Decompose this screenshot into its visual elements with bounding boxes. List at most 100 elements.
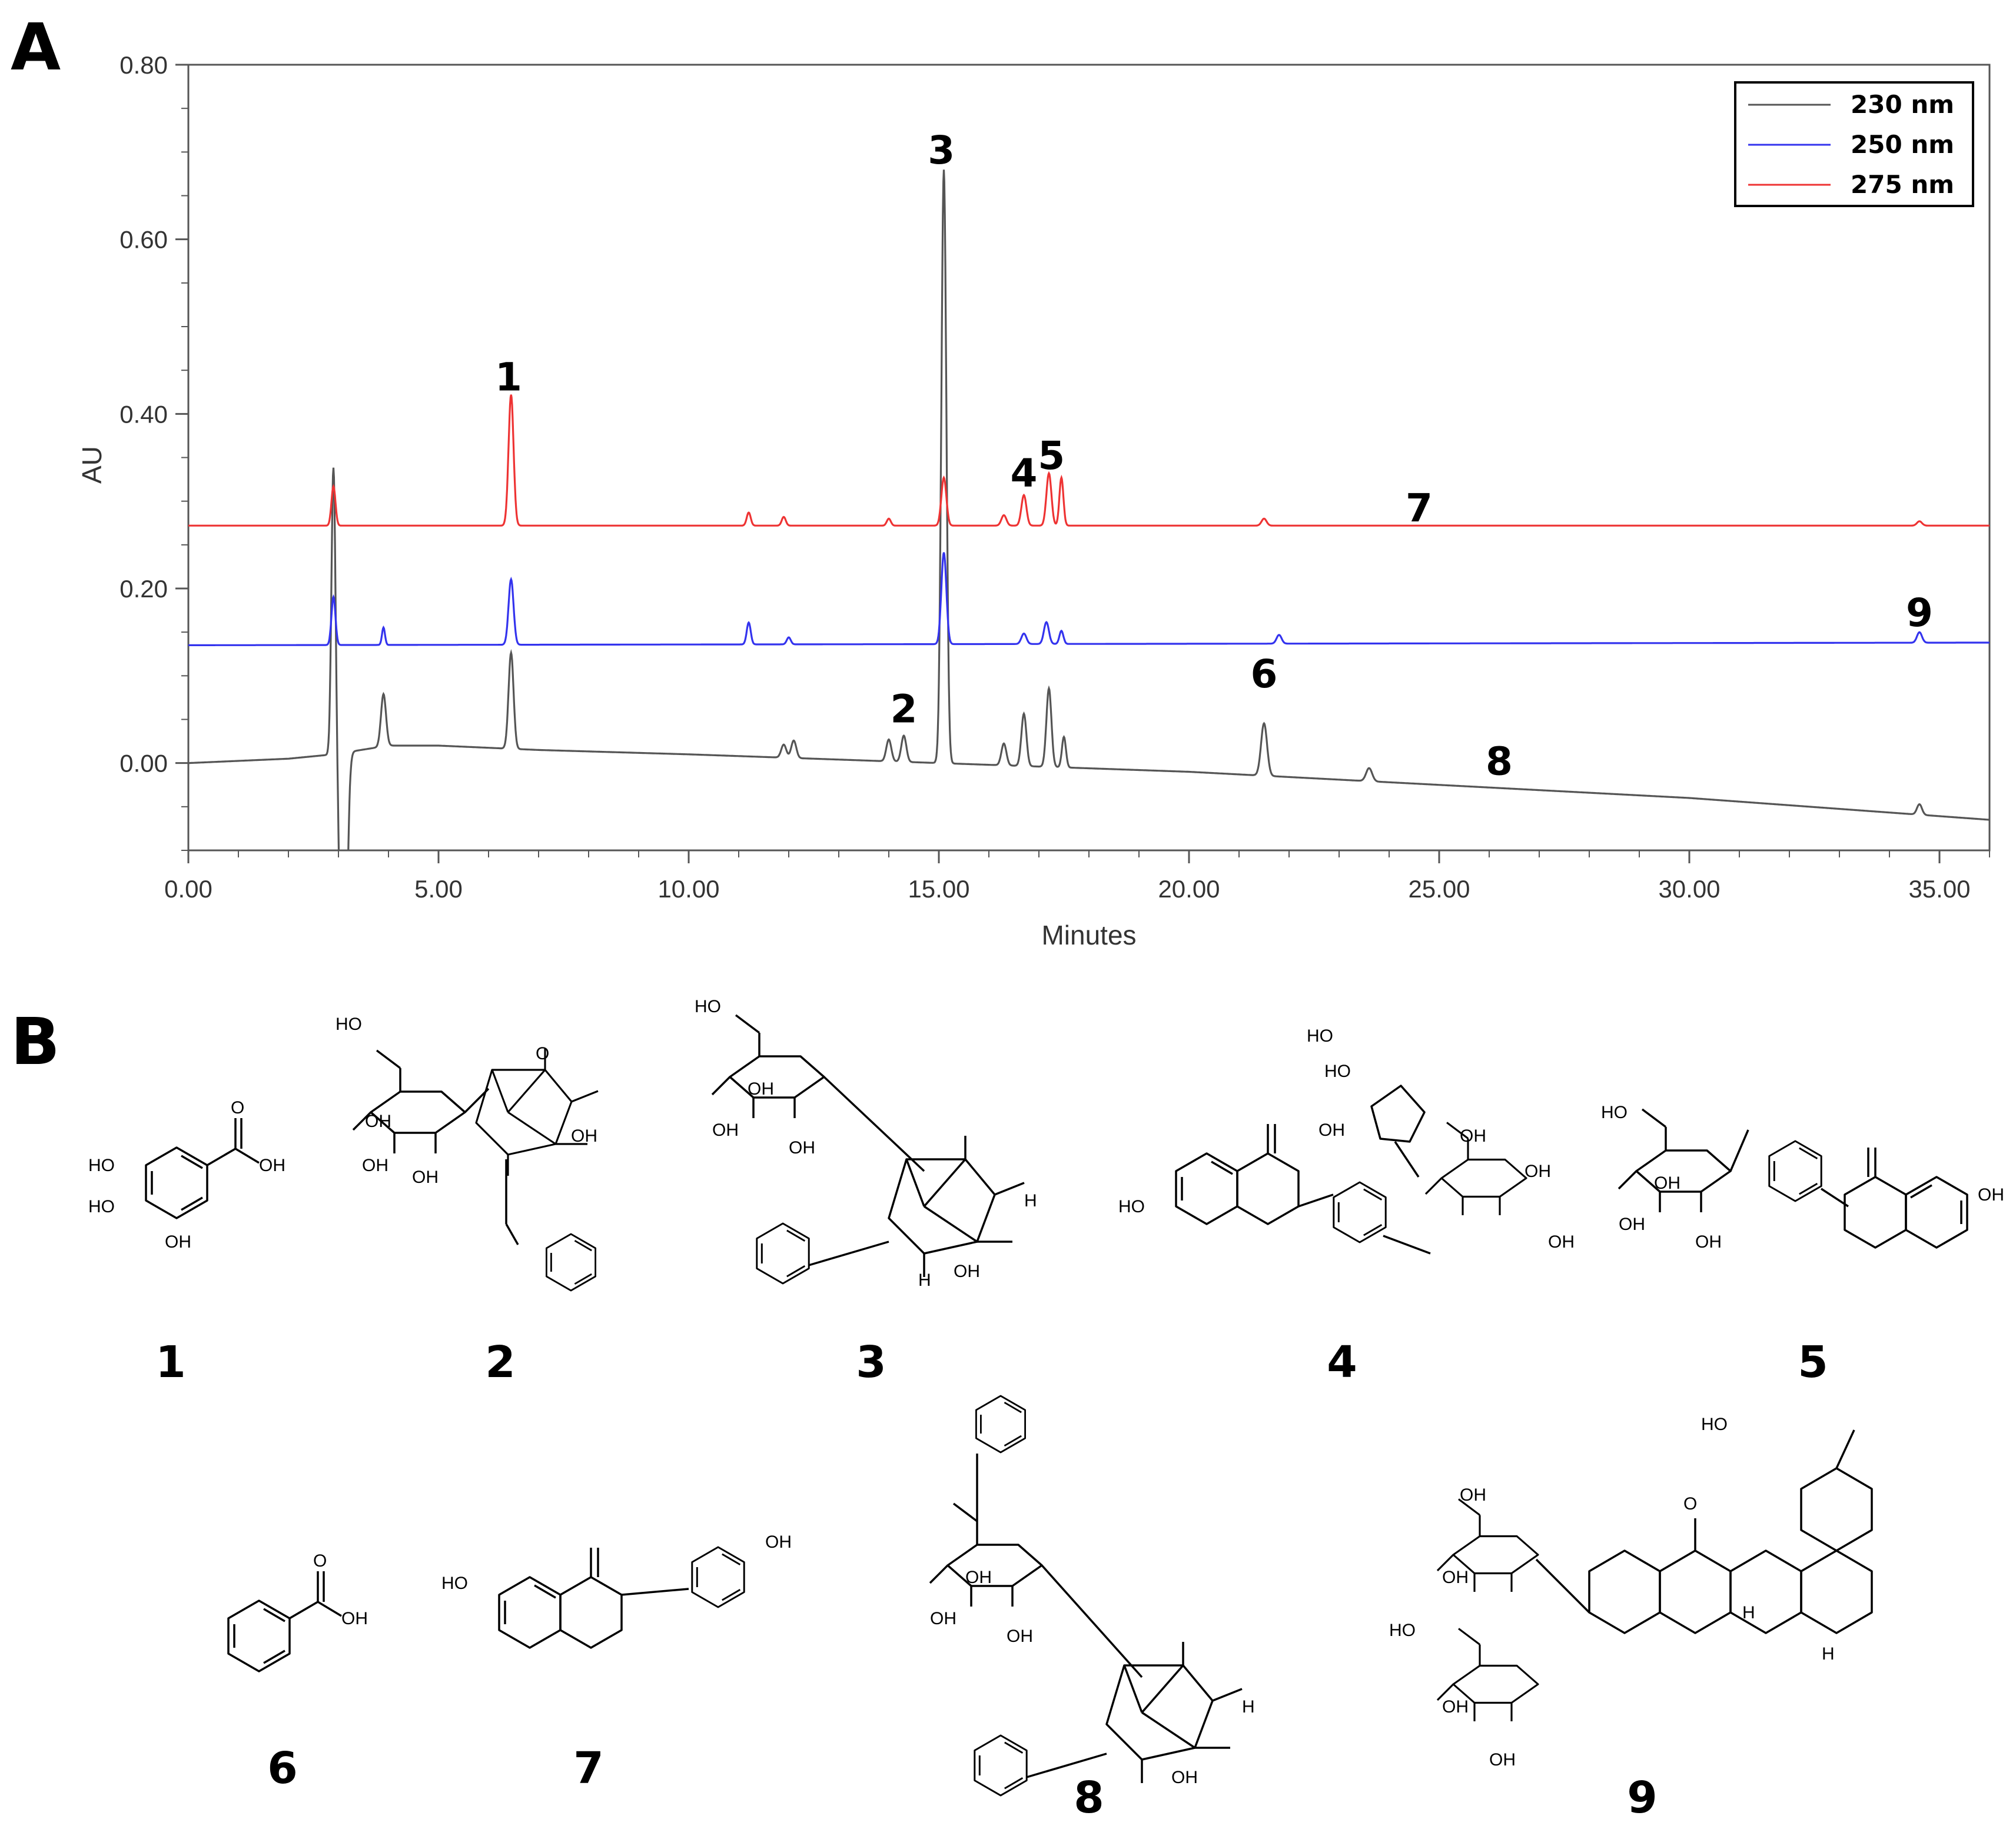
traces bbox=[188, 169, 1990, 850]
compound-label-4: 4 bbox=[1327, 1337, 1357, 1388]
atom-label: O bbox=[1683, 1494, 1697, 1514]
x-tick-label: 15.00 bbox=[908, 875, 969, 903]
plot-frame bbox=[187, 64, 1991, 852]
atom-label: OH bbox=[789, 1138, 815, 1158]
atom-label: HO bbox=[88, 1197, 115, 1216]
legend: 230 nm 250 nm 275 nm bbox=[1734, 81, 1974, 207]
atom-label: HO bbox=[695, 997, 721, 1016]
atom-label: HO bbox=[336, 1015, 362, 1034]
atom-label: H bbox=[1822, 1644, 1835, 1664]
x-tick-label: 30.00 bbox=[1658, 875, 1720, 903]
structure-7: HO OH bbox=[441, 1532, 792, 1649]
atom-label: OH bbox=[1442, 1697, 1469, 1717]
y-tick-label: 0.00 bbox=[119, 750, 168, 777]
peak-label-3: 3 bbox=[928, 128, 955, 173]
atom-label: OH bbox=[1318, 1120, 1345, 1140]
panel-label-b: B bbox=[11, 1004, 60, 1079]
atom-label: OH bbox=[1654, 1173, 1680, 1193]
atom-label: OH bbox=[954, 1262, 980, 1281]
trace-250-nm bbox=[188, 552, 1990, 646]
atom-label: OH bbox=[1442, 1568, 1469, 1587]
atom-label: HO bbox=[1307, 1026, 1333, 1046]
legend-label-230: 230 nm bbox=[1851, 90, 1954, 119]
atom-label: O bbox=[231, 1098, 244, 1118]
panel-label-a: A bbox=[11, 9, 61, 85]
peak-label-9: 9 bbox=[1906, 590, 1933, 636]
atom-label: OH bbox=[765, 1532, 792, 1552]
y-tick-label: 0.20 bbox=[119, 575, 168, 603]
atom-label: OH bbox=[1460, 1485, 1486, 1505]
atom-label: HO bbox=[1601, 1103, 1628, 1122]
x-tick-label: 35.00 bbox=[1908, 875, 1970, 903]
peak-label-6: 6 bbox=[1251, 651, 1278, 697]
atom-label: OH bbox=[1460, 1126, 1486, 1146]
structure-2: HO OH OH OH OH O bbox=[336, 1015, 599, 1292]
atom-label: OH bbox=[571, 1126, 597, 1146]
atom-label: OH bbox=[1619, 1215, 1645, 1234]
y-tick-label: 0.40 bbox=[119, 400, 168, 428]
legend-label-275: 275 nm bbox=[1851, 170, 1954, 199]
peak-label-2: 2 bbox=[891, 686, 918, 731]
atom-label: OH bbox=[1489, 1750, 1516, 1770]
atom-label: OH bbox=[259, 1156, 285, 1175]
atom-label: HO bbox=[1324, 1062, 1351, 1081]
atom-label: OH bbox=[362, 1156, 388, 1175]
atom-label: OH bbox=[748, 1079, 774, 1099]
peak-annotations: 1 2 3 4 5 6 7 8 9 bbox=[495, 128, 1933, 784]
structure-9: OH HO OH OH OH O HO H H bbox=[1389, 1415, 1873, 1770]
trace-230-nm bbox=[188, 169, 1990, 850]
atom-label: H bbox=[1024, 1191, 1037, 1211]
structure-5: HO OH OH OH OH bbox=[1601, 1103, 2004, 1252]
x-tick-label: 10.00 bbox=[657, 875, 719, 903]
atom-label: H bbox=[1742, 1603, 1755, 1622]
atom-label: OH bbox=[1525, 1162, 1551, 1181]
atom-label: HO bbox=[88, 1156, 115, 1175]
compound-label-2: 2 bbox=[485, 1337, 516, 1388]
trace-275-nm bbox=[188, 394, 1990, 527]
x-tick-label: 25.00 bbox=[1408, 875, 1470, 903]
atom-label: OH bbox=[165, 1232, 191, 1252]
atom-label: OH bbox=[1695, 1232, 1722, 1252]
atom-label: OH bbox=[365, 1112, 391, 1131]
axis-ticks: 0.00 5.00 10.00 15.00 20.00 25.00 30.00 35.000.… bbox=[119, 51, 1990, 903]
peak-label-8: 8 bbox=[1486, 739, 1513, 784]
structure-1: O OH HO HO OH bbox=[88, 1098, 285, 1252]
atom-label: OH bbox=[965, 1568, 992, 1587]
compound-label-8: 8 bbox=[1074, 1773, 1104, 1823]
compound-label-5: 5 bbox=[1798, 1337, 1828, 1388]
atom-label: OH bbox=[712, 1120, 739, 1140]
atom-label: OH bbox=[930, 1609, 956, 1628]
compound-label-9: 9 bbox=[1627, 1773, 1658, 1823]
atom-label: HO bbox=[1389, 1621, 1416, 1640]
structure-4: HO HO OH HO OH OH OH bbox=[1118, 1026, 1575, 1255]
structure-6: O OH bbox=[227, 1551, 368, 1672]
x-tick-label: 5.00 bbox=[414, 875, 463, 903]
structure-3: HO OH OH OH OH H H bbox=[695, 997, 1037, 1290]
x-tick-label: 20.00 bbox=[1158, 875, 1220, 903]
atom-label: OH bbox=[1978, 1185, 2004, 1205]
x-axis-title: Minutes bbox=[1041, 920, 1136, 950]
atom-label: H bbox=[1242, 1697, 1255, 1717]
peak-label-1: 1 bbox=[495, 355, 522, 400]
compound-label-7: 7 bbox=[573, 1743, 604, 1794]
atom-label: OH bbox=[341, 1609, 368, 1628]
legend-label-250: 250 nm bbox=[1851, 130, 1954, 159]
x-tick-label: 0.00 bbox=[164, 875, 212, 903]
peak-label-4: 4 bbox=[1011, 451, 1038, 496]
peak-label-7: 7 bbox=[1406, 485, 1433, 531]
compound-label-3: 3 bbox=[856, 1337, 886, 1388]
atom-label: HO bbox=[441, 1574, 468, 1593]
y-tick-label: 0.80 bbox=[119, 51, 168, 79]
atom-label: HO bbox=[1118, 1197, 1145, 1216]
atom-label: H bbox=[918, 1271, 931, 1290]
compound-label-1: 1 bbox=[155, 1337, 186, 1388]
structure-8: OH OH OH OH H bbox=[929, 1395, 1255, 1797]
atom-label: OH bbox=[412, 1168, 439, 1187]
atom-label: O bbox=[313, 1551, 327, 1571]
atom-label: OH bbox=[1007, 1627, 1033, 1646]
atom-label: O bbox=[536, 1044, 549, 1063]
y-tick-label: 0.60 bbox=[119, 226, 168, 254]
peak-label-5: 5 bbox=[1038, 433, 1065, 478]
atom-label: HO bbox=[1701, 1415, 1728, 1434]
